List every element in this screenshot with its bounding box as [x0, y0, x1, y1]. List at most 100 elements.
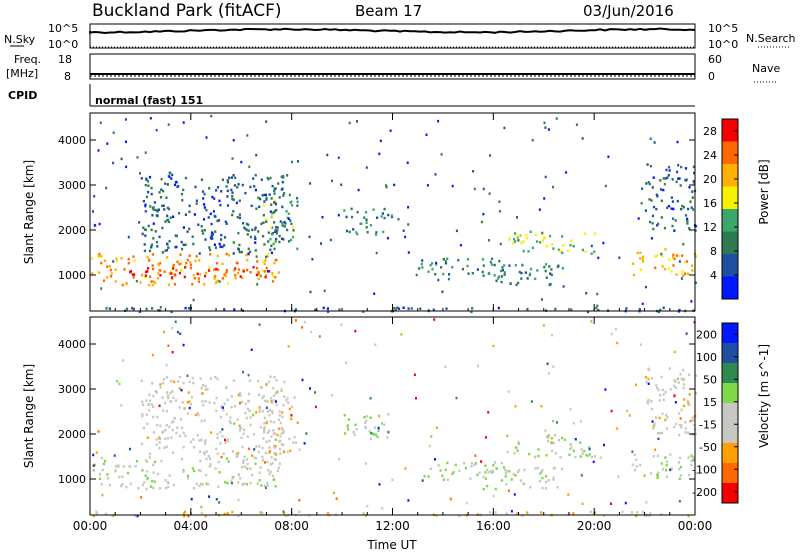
echo-cell [660, 513, 663, 516]
echo-cell [451, 266, 454, 269]
echo-cell [245, 222, 249, 226]
echo-cell [274, 259, 277, 262]
echo-cell [145, 459, 148, 462]
echo-cell [210, 234, 213, 237]
echo-cell [184, 266, 187, 269]
echo-cell [690, 300, 693, 303]
echo-cell [255, 207, 258, 210]
echo-cell [158, 487, 162, 490]
echo-cell [662, 177, 665, 180]
echo-cell [189, 440, 193, 444]
echo-cell [644, 376, 648, 379]
echo-cell [155, 240, 159, 244]
echo-cell [277, 182, 280, 185]
echo-cell [657, 222, 660, 226]
echo-cell [257, 379, 260, 383]
echo-cell [142, 426, 146, 430]
echo-cell [541, 486, 544, 490]
echo-cell [209, 248, 212, 252]
echo-cell [151, 206, 154, 210]
echo-cell [646, 400, 649, 404]
echo-cell [97, 430, 100, 433]
echo-cell [261, 194, 264, 197]
echo-cell [288, 437, 291, 441]
echo-cell [285, 210, 288, 213]
echo-cell [219, 442, 222, 445]
echo-cell [602, 241, 605, 245]
echo-cell [672, 255, 675, 259]
echo-cell [138, 310, 141, 314]
echo-cell [470, 461, 473, 465]
echo-cell [170, 380, 173, 383]
echo-cell [231, 157, 234, 160]
echo-cell [246, 467, 249, 470]
echo-cell [658, 416, 661, 420]
echo-cell [257, 450, 260, 454]
echo-cell [400, 333, 403, 336]
echo-cell [298, 448, 301, 451]
echo-cell [99, 473, 102, 476]
echo-cell [270, 203, 273, 206]
echo-cell [204, 439, 207, 442]
echo-cell [141, 274, 144, 277]
echo-cell [193, 469, 196, 473]
echo-cell [519, 234, 522, 237]
echo-cell [249, 416, 252, 419]
echo-cell [226, 195, 229, 198]
echo-cell [297, 160, 299, 163]
echo-cell [615, 327, 617, 331]
echo-cell [560, 436, 564, 440]
echo-cell [350, 215, 354, 219]
echo-cell [276, 226, 279, 229]
echo-cell [551, 334, 553, 337]
echo-cell [547, 434, 550, 437]
echo-cell [632, 262, 635, 265]
echo-cell [657, 388, 660, 392]
echo-cell [415, 397, 417, 400]
echo-cell [530, 400, 533, 403]
echo-cell [112, 131, 115, 134]
echo-cell [375, 251, 378, 255]
echo-cell [203, 192, 206, 196]
echo-cell [327, 310, 330, 313]
echo-cell [254, 237, 257, 240]
echo-cell [503, 273, 506, 276]
echo-cell [569, 447, 572, 451]
echo-cell [684, 431, 687, 434]
echo-cell [593, 232, 597, 235]
echo-cell [685, 178, 688, 181]
echo-cell [238, 243, 241, 247]
echo-cell [526, 511, 529, 514]
echo-cell [236, 216, 239, 219]
echo-cell [656, 386, 659, 390]
echo-cell [326, 153, 329, 157]
freq-label: Freq. [14, 53, 41, 66]
echo-cell [148, 283, 151, 287]
echo-cell [154, 208, 157, 212]
echo-cell [271, 211, 274, 215]
echo-cell [95, 510, 98, 514]
echo-cell [162, 204, 165, 207]
echo-cell [184, 213, 187, 216]
echo-cell [275, 403, 278, 407]
echo-cell [256, 266, 259, 270]
echo-cell [162, 189, 165, 193]
echo-cell [648, 182, 651, 186]
echo-cell [687, 431, 690, 434]
echo-cell [364, 514, 367, 517]
echo-cell [266, 460, 269, 464]
echo-cell [273, 432, 276, 435]
echo-cell [246, 462, 249, 466]
echo-cell [617, 475, 620, 478]
echo-cell [242, 482, 246, 486]
echo-cell [238, 429, 242, 432]
echo-cell [656, 476, 659, 479]
echo-cell [293, 396, 296, 399]
echo-cell [659, 308, 662, 312]
echo-cell [501, 269, 504, 272]
echo-cell [192, 446, 196, 449]
echo-cell [164, 428, 167, 432]
echo-cell [492, 494, 495, 498]
echo-cell [129, 270, 132, 274]
echo-cell [152, 237, 155, 240]
